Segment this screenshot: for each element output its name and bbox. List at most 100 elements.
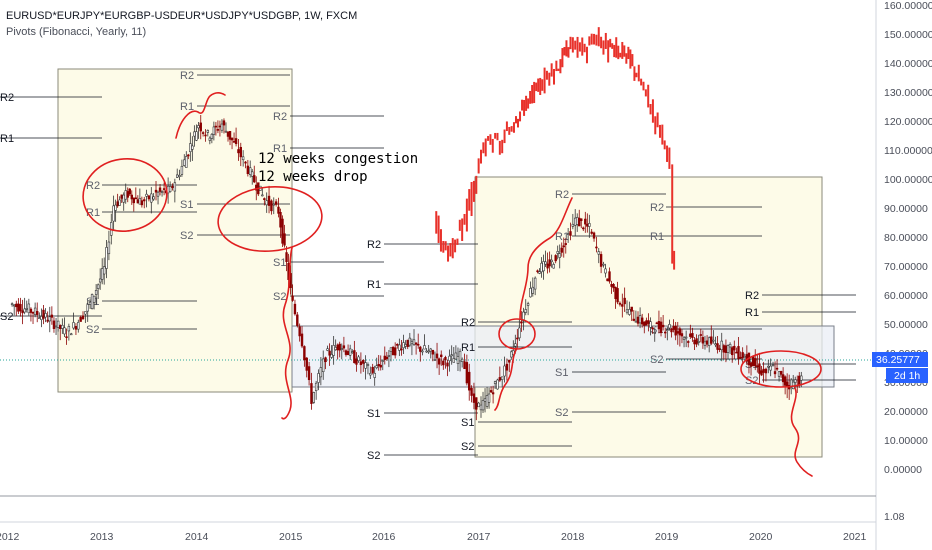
- candle-body: [27, 303, 31, 314]
- annotation-text-congestion: 12 weeks congestion: [258, 151, 418, 167]
- candle-body: [653, 332, 656, 334]
- candle-body: [764, 368, 768, 374]
- candle-body: [491, 392, 495, 395]
- pivot-label: R2: [0, 92, 14, 104]
- candle-body: [330, 354, 333, 358]
- candle-body: [767, 365, 770, 368]
- pivot-label: R1: [273, 143, 287, 155]
- candle-body: [483, 398, 487, 402]
- candle-body: [19, 304, 22, 312]
- candle-body: [241, 156, 245, 161]
- candle-body: [743, 356, 746, 358]
- candle-body: [651, 327, 654, 330]
- candle-body: [152, 196, 155, 200]
- x-tick-label: 2017: [467, 531, 491, 543]
- candle-body: [180, 165, 184, 175]
- candle-body: [383, 355, 386, 360]
- candle-body: [253, 175, 256, 183]
- candle-body: [274, 201, 278, 205]
- candle-body: [475, 397, 478, 410]
- candle-body: [312, 392, 315, 403]
- candle-body: [359, 361, 363, 366]
- candle-body: [592, 232, 596, 239]
- candle-body: [369, 372, 372, 376]
- pivot-label: S2: [273, 291, 286, 303]
- candle-body: [96, 284, 100, 289]
- candle-body: [597, 251, 600, 255]
- y-tick-label: 20.00000: [884, 406, 928, 418]
- candle-body: [156, 191, 160, 197]
- candle-body: [398, 344, 401, 351]
- pivot-label: S2: [555, 407, 568, 419]
- candle-body: [303, 346, 306, 361]
- candle-body: [500, 376, 504, 380]
- candle-body: [195, 131, 198, 141]
- candle-body: [435, 353, 439, 359]
- candle-body: [429, 348, 432, 352]
- candle-body: [168, 186, 172, 192]
- x-axis: 2012 2013 2014 2015 2016 2017 2018 2019 …: [0, 531, 867, 543]
- candle-body: [590, 231, 593, 234]
- candle-body: [160, 191, 164, 193]
- pivot-label: R1: [745, 307, 759, 319]
- candle-body: [220, 123, 224, 131]
- y-tick-label: 100.00000: [884, 174, 932, 186]
- candle-body: [588, 223, 591, 227]
- candle-body: [197, 125, 200, 129]
- candle-body: [191, 145, 194, 150]
- candle-body: [244, 161, 247, 164]
- candle-body: [178, 175, 181, 177]
- candle-body: [531, 286, 535, 294]
- candle-body: [612, 284, 615, 289]
- annotation-curve-2017-lower: [494, 347, 518, 411]
- x-tick-label: 2020: [749, 531, 773, 543]
- x-tick-label: 2021: [843, 531, 867, 543]
- candle-body: [249, 167, 252, 176]
- candle-body: [183, 159, 186, 166]
- candle-body: [498, 377, 502, 381]
- candle-body: [65, 336, 68, 339]
- candle-body: [293, 303, 297, 315]
- candle-body: [412, 339, 416, 345]
- hand-annotations: [82, 92, 822, 477]
- candle-body: [29, 308, 33, 313]
- x-tick-label: 2018: [561, 531, 585, 543]
- pivot-label: R1: [555, 231, 569, 243]
- candle-body: [92, 295, 96, 303]
- candle-body: [705, 340, 709, 345]
- candle-body: [446, 362, 449, 367]
- candle-body: [116, 201, 119, 207]
- candle-body: [638, 315, 642, 324]
- candle-body: [414, 342, 418, 345]
- candle-body: [344, 350, 348, 355]
- candle-body: [552, 264, 555, 269]
- candle-body: [468, 371, 471, 391]
- candle-body: [693, 339, 696, 345]
- candle-body: [560, 247, 563, 253]
- candle-body: [463, 361, 466, 370]
- candle-body: [132, 197, 136, 204]
- candle-body: [672, 326, 675, 330]
- candle-body: [470, 387, 473, 396]
- candle-body: [17, 303, 20, 312]
- candle-body: [550, 259, 553, 263]
- candle-body: [479, 404, 483, 411]
- candle-body: [425, 350, 428, 353]
- candle-body: [379, 364, 382, 368]
- candle-body: [718, 348, 721, 350]
- candle-body: [749, 362, 753, 367]
- candle-body: [524, 309, 527, 313]
- annotation-circle-2020: [740, 350, 822, 388]
- pivot-label: R2: [555, 189, 569, 201]
- candle-body: [689, 333, 692, 337]
- candle-body: [206, 130, 210, 133]
- candle-body: [212, 126, 216, 135]
- pivot-label: S2: [86, 324, 99, 336]
- candle-body: [118, 199, 121, 206]
- candle-body: [606, 278, 609, 282]
- candle-body: [150, 193, 153, 203]
- candle-body: [38, 317, 41, 319]
- candle-body: [216, 129, 220, 131]
